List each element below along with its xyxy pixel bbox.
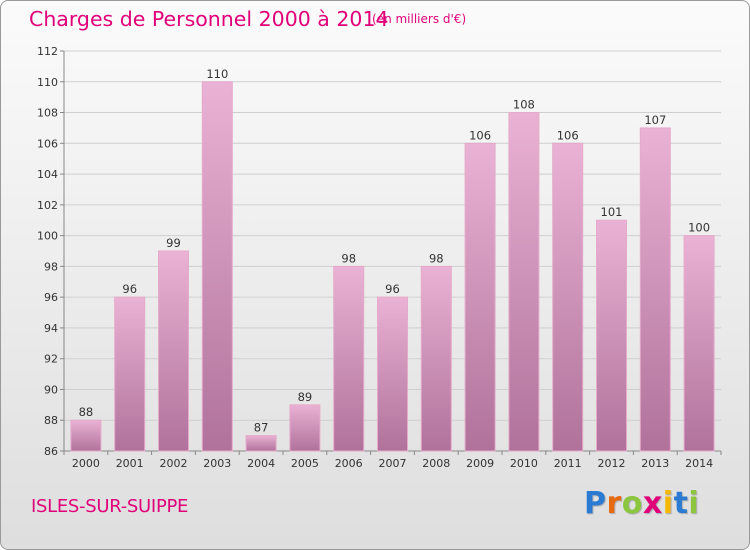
data-label-2005: 89 (298, 390, 313, 404)
bar-2011[interactable] (552, 142, 584, 452)
logo-letter: i (688, 486, 700, 521)
y-tick-label: 92 (44, 353, 58, 366)
logo-letter: t (673, 486, 689, 521)
data-label-2006: 98 (341, 251, 356, 265)
x-tick-label-2004: 2004 (247, 457, 275, 470)
logo-letter: i (662, 486, 674, 521)
bar-2001[interactable] (114, 296, 146, 452)
x-tick-label-2005: 2005 (291, 457, 319, 470)
x-tick-label-2001: 2001 (116, 457, 144, 470)
x-tick-label-2010: 2010 (510, 457, 538, 470)
x-tick-label-2003: 2003 (203, 457, 231, 470)
bar-2002[interactable] (158, 250, 189, 452)
data-label-2010: 108 (513, 98, 535, 112)
y-tick-label: 108 (37, 107, 58, 120)
bar-2013[interactable] (639, 127, 671, 452)
chart-title: Charges de Personnel 2000 à 2014 (29, 7, 389, 31)
data-label-2002: 99 (166, 236, 181, 250)
data-label-2013: 107 (644, 113, 666, 127)
x-tick-label-2013: 2013 (641, 457, 669, 470)
bar-2006[interactable] (333, 265, 365, 452)
bar-2009[interactable] (464, 142, 496, 452)
bar-2010[interactable] (508, 112, 540, 452)
x-tick-label-2014: 2014 (685, 457, 713, 470)
logo-letter: r (606, 486, 622, 521)
data-labels: 88 96 99 110 87 89 98 96 98 106 108 106 101 107 100 (79, 67, 710, 435)
y-tick-label: 90 (44, 383, 58, 396)
commune-name: ISLES-SUR-SUIPPE (31, 496, 189, 517)
x-tick-label-2007: 2007 (379, 457, 407, 470)
data-label-2014: 100 (688, 221, 710, 235)
y-tick-label: 106 (37, 137, 58, 150)
y-tick-label: 102 (37, 199, 58, 212)
x-tick-label-2000: 2000 (72, 457, 100, 470)
data-label-2009: 106 (469, 128, 491, 142)
y-tick-label: 86 (44, 445, 58, 458)
bar-2008[interactable] (420, 265, 452, 452)
data-label-2007: 96 (385, 282, 400, 296)
y-tick-label: 98 (44, 260, 58, 273)
y-tick-label: 88 (44, 414, 58, 427)
data-label-2004: 87 (254, 421, 269, 435)
bar-2003[interactable] (201, 81, 233, 452)
y-tick-label: 110 (37, 76, 58, 89)
x-tick-label-2008: 2008 (422, 457, 450, 470)
bar-2005[interactable] (289, 404, 321, 452)
proxiti-logo[interactable]: Proxiti (584, 486, 699, 521)
y-tick-label: 94 (44, 322, 58, 335)
bar-2007[interactable] (377, 296, 408, 452)
bar-2014[interactable] (683, 235, 715, 452)
logo-letter: P (584, 486, 607, 521)
data-label-2003: 110 (206, 67, 228, 81)
x-tick-label-2009: 2009 (466, 457, 494, 470)
bar-2012[interactable] (596, 219, 627, 452)
data-label-2001: 96 (122, 282, 137, 296)
chart-subtitle: (en milliers d'€) (372, 12, 467, 26)
x-tick-label-2002: 2002 (160, 457, 188, 470)
bar-2004[interactable] (245, 435, 277, 452)
tick-labels: 86 88 90 92 94 96 98 100 102 104 106 108 110 112 2000 2… (37, 45, 713, 470)
x-tick-label-2012: 2012 (598, 457, 626, 470)
data-label-2000: 88 (79, 405, 94, 419)
y-tick-label: 112 (37, 45, 58, 58)
bars (70, 81, 715, 452)
logo-letter: o (621, 486, 643, 521)
x-tick-label-2006: 2006 (335, 457, 363, 470)
y-tick-label: 100 (37, 230, 58, 243)
y-tick-label: 104 (37, 168, 58, 181)
data-label-2012: 101 (601, 205, 623, 219)
data-label-2011: 106 (557, 128, 579, 142)
bar-2000[interactable] (70, 419, 102, 452)
y-tick-label: 96 (44, 291, 58, 304)
x-tick-label-2011: 2011 (554, 457, 582, 470)
logo-letter: x (642, 486, 663, 521)
data-label-2008: 98 (429, 251, 444, 265)
